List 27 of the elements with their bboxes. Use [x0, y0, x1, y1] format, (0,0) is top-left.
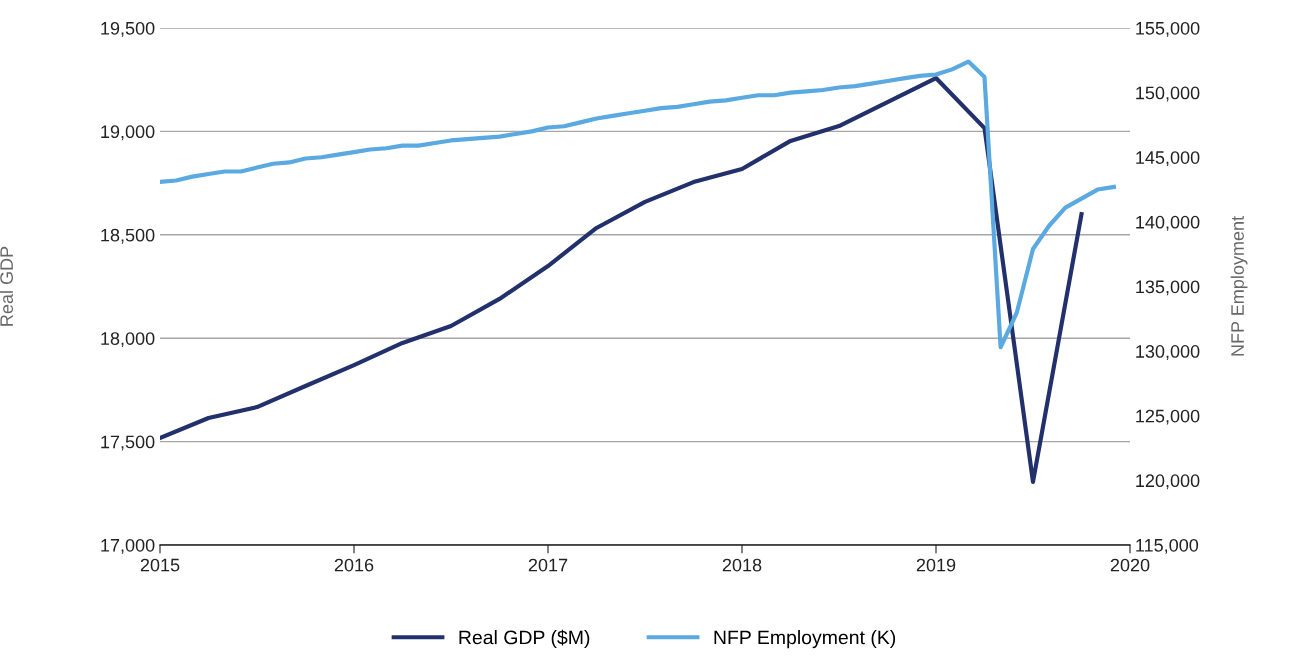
x-tick-label: 2016 — [334, 558, 374, 572]
y2-tick-label: 130,000 — [1136, 345, 1200, 360]
x-tick-label: 2018 — [722, 558, 762, 572]
y2-tick-label: 135,000 — [1136, 280, 1200, 296]
y2-tick-label: 150,000 — [1136, 86, 1200, 102]
y-tick-label: 17,000 — [101, 538, 155, 554]
y2-tick-label: 120,000 — [1136, 474, 1200, 490]
y2-tick-label: 140,000 — [1136, 215, 1200, 231]
y-tick-label: 18,500 — [101, 228, 155, 244]
legend-label: Real GDP ($M) — [459, 629, 590, 649]
x-tick-label: 2019 — [916, 558, 956, 572]
x-tick-label: 2017 — [528, 558, 568, 572]
line-series — [160, 59, 1116, 350]
y2-axis-title: NFP Employment — [1230, 216, 1248, 356]
y-tick-label: 19,000 — [101, 125, 155, 141]
legend-label: NFP Employment (K) — [714, 630, 896, 649]
x-tick-label: 2020 — [1110, 558, 1150, 572]
y2-tick-label: 145,000 — [1136, 151, 1200, 167]
y-axis-title: Real GDP — [0, 246, 14, 326]
y-tick-label: 19,500 — [101, 21, 155, 37]
y-tick-label: 17,500 — [101, 435, 155, 451]
line-series — [160, 75, 1084, 485]
y-tick-label: 18,000 — [101, 332, 155, 348]
x-tick-label: 2015 — [140, 558, 180, 572]
y2-tick-label: 155,000 — [1136, 21, 1200, 37]
y2-tick-label: 125,000 — [1136, 409, 1200, 425]
y2-tick-label: 115,000 — [1136, 538, 1199, 554]
